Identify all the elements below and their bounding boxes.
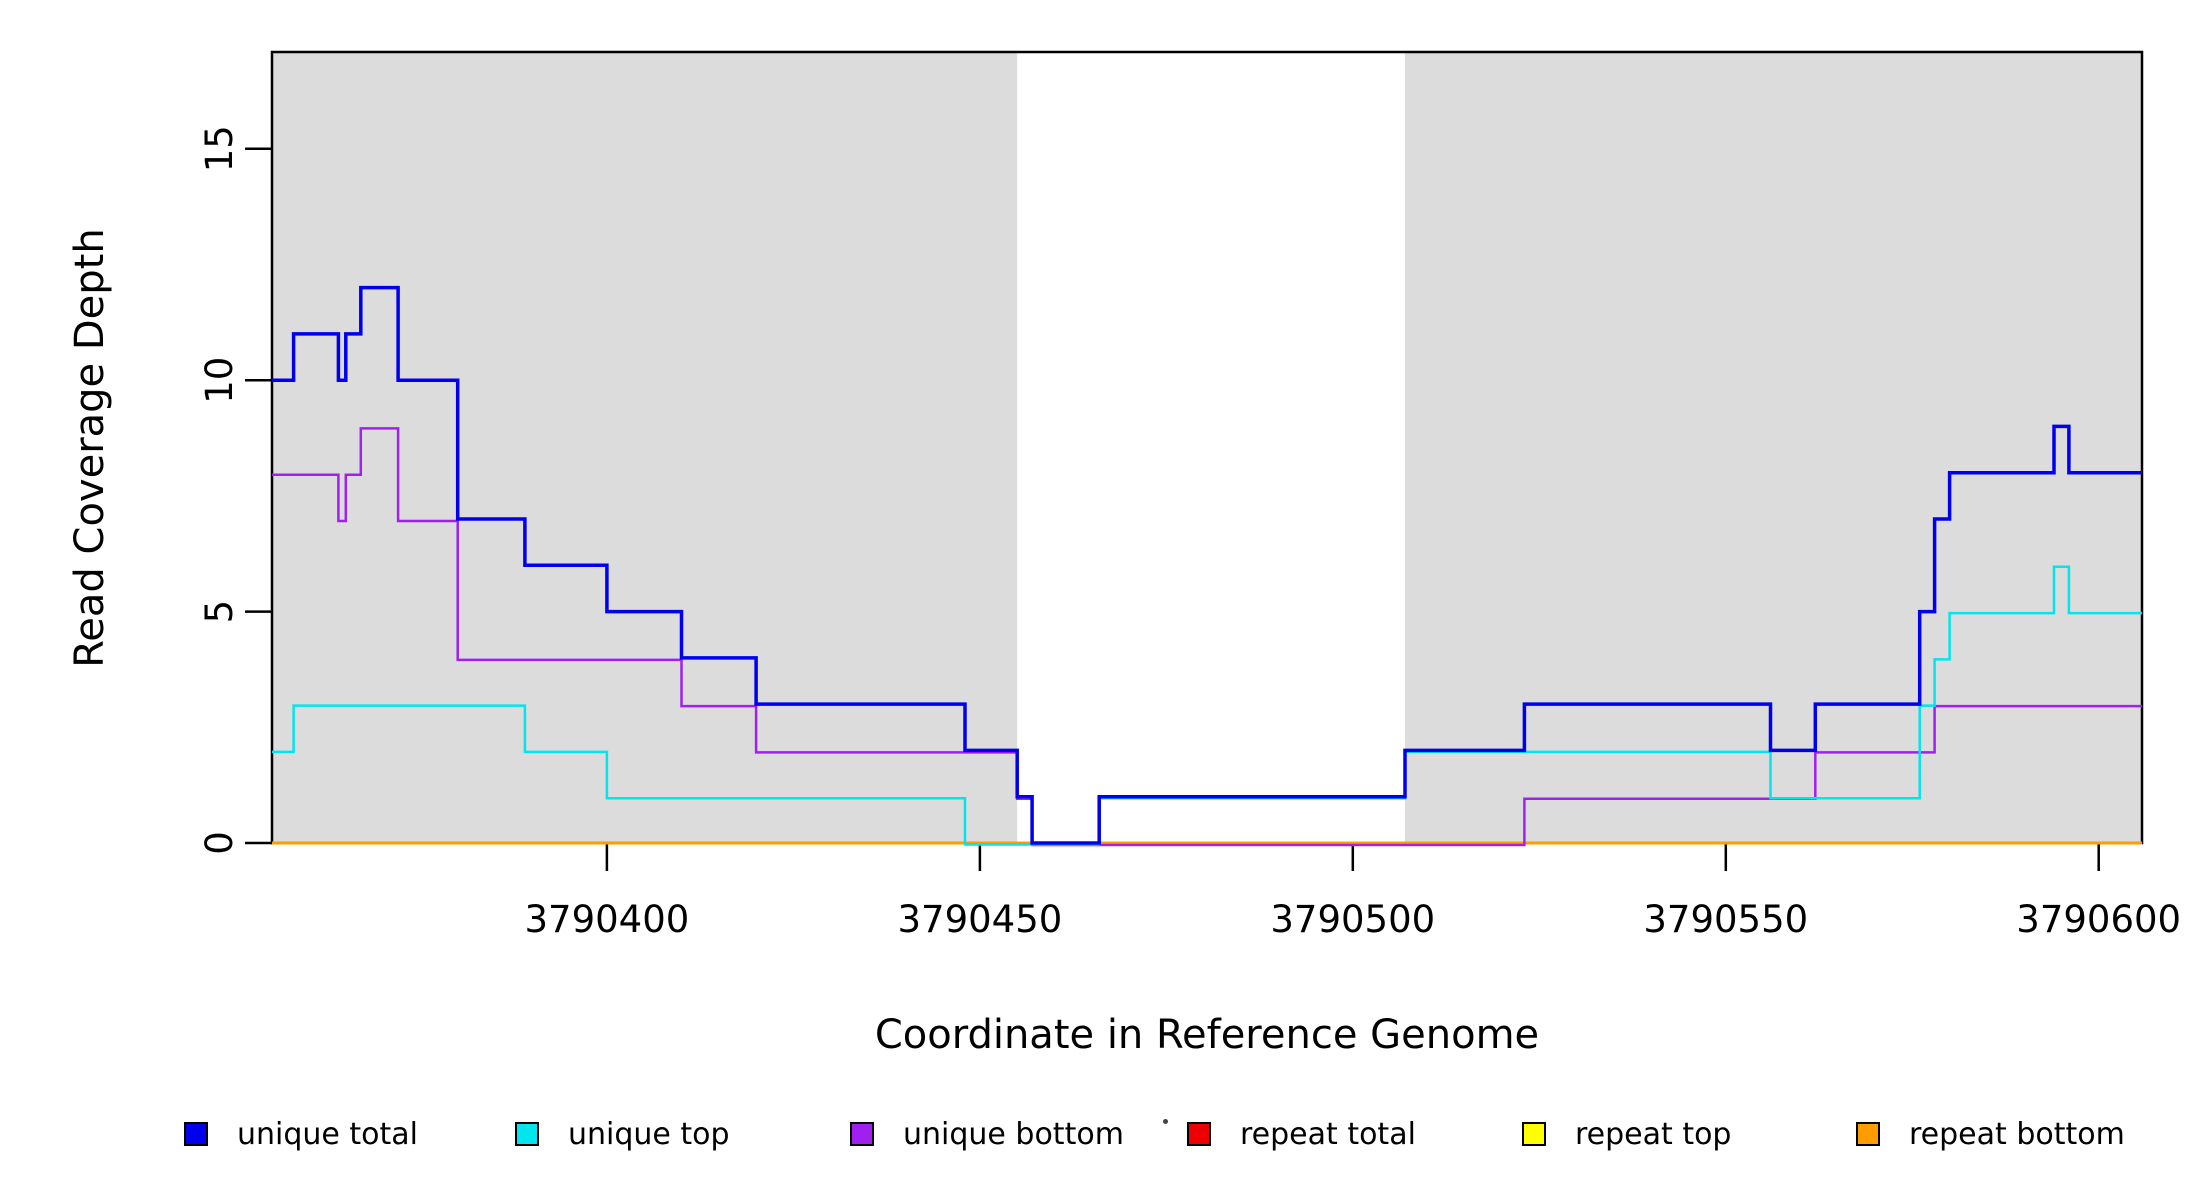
legend-item-repeat-bottom: repeat bottom xyxy=(1856,1110,2125,1158)
legend-item-repeat-total: repeat total xyxy=(1187,1110,1416,1158)
x-tick-label: 3790550 xyxy=(1643,898,1808,941)
series-lines xyxy=(272,285,2142,847)
legend-item-unique-top: unique top xyxy=(515,1110,730,1158)
legend-label: repeat total xyxy=(1240,1116,1416,1152)
legend-item-unique-total: unique total xyxy=(184,1110,418,1158)
x-tick-label: 3790400 xyxy=(525,898,690,941)
legend-item-unique-bottom: unique bottom xyxy=(850,1110,1124,1158)
y-tick-label: 15 xyxy=(198,125,241,172)
legend-swatch-repeat-top xyxy=(1522,1122,1546,1146)
series-line-unique-top xyxy=(272,565,2142,846)
x-axis-title: Coordinate in Reference Genome xyxy=(875,1012,1539,1058)
unique-region-left xyxy=(272,52,1018,843)
legend-swatch-unique-total xyxy=(184,1122,208,1146)
x-tick-label: 3790500 xyxy=(1270,898,1435,941)
y-axis-title: Read Coverage Depth xyxy=(67,228,113,667)
x-tick-label: 3790450 xyxy=(898,898,1063,941)
legend-label: unique bottom xyxy=(903,1116,1124,1152)
legend: unique total unique top unique bottom repea… xyxy=(0,1110,2200,1158)
series-line-unique-total xyxy=(272,285,2142,845)
legend-swatch-repeat-bottom xyxy=(1856,1122,1880,1146)
legend-label: repeat top xyxy=(1575,1116,1732,1152)
legend-item-repeat-top: repeat top xyxy=(1522,1110,1731,1158)
shaded-regions xyxy=(272,52,2142,843)
y-tick-label: 5 xyxy=(198,600,241,624)
series-line-unique-bottom xyxy=(272,427,2142,847)
y-tick-label: 10 xyxy=(198,357,241,404)
y-tick-label: 0 xyxy=(198,831,241,855)
axes: 3790400 3790450 3790500 3790550 3790600 0 5 10 1… xyxy=(198,125,2181,941)
legend-swatch-repeat-total xyxy=(1187,1122,1211,1146)
stray-dot-artifact xyxy=(1163,1119,1168,1124)
legend-label: repeat bottom xyxy=(1909,1116,2125,1152)
legend-label: unique top xyxy=(568,1116,730,1152)
legend-swatch-unique-top xyxy=(515,1122,539,1146)
legend-label: unique total xyxy=(237,1116,419,1152)
legend-swatch-unique-bottom xyxy=(850,1122,874,1146)
x-tick-label: 3790600 xyxy=(2016,898,2181,941)
unique-region-right xyxy=(1405,52,2142,843)
